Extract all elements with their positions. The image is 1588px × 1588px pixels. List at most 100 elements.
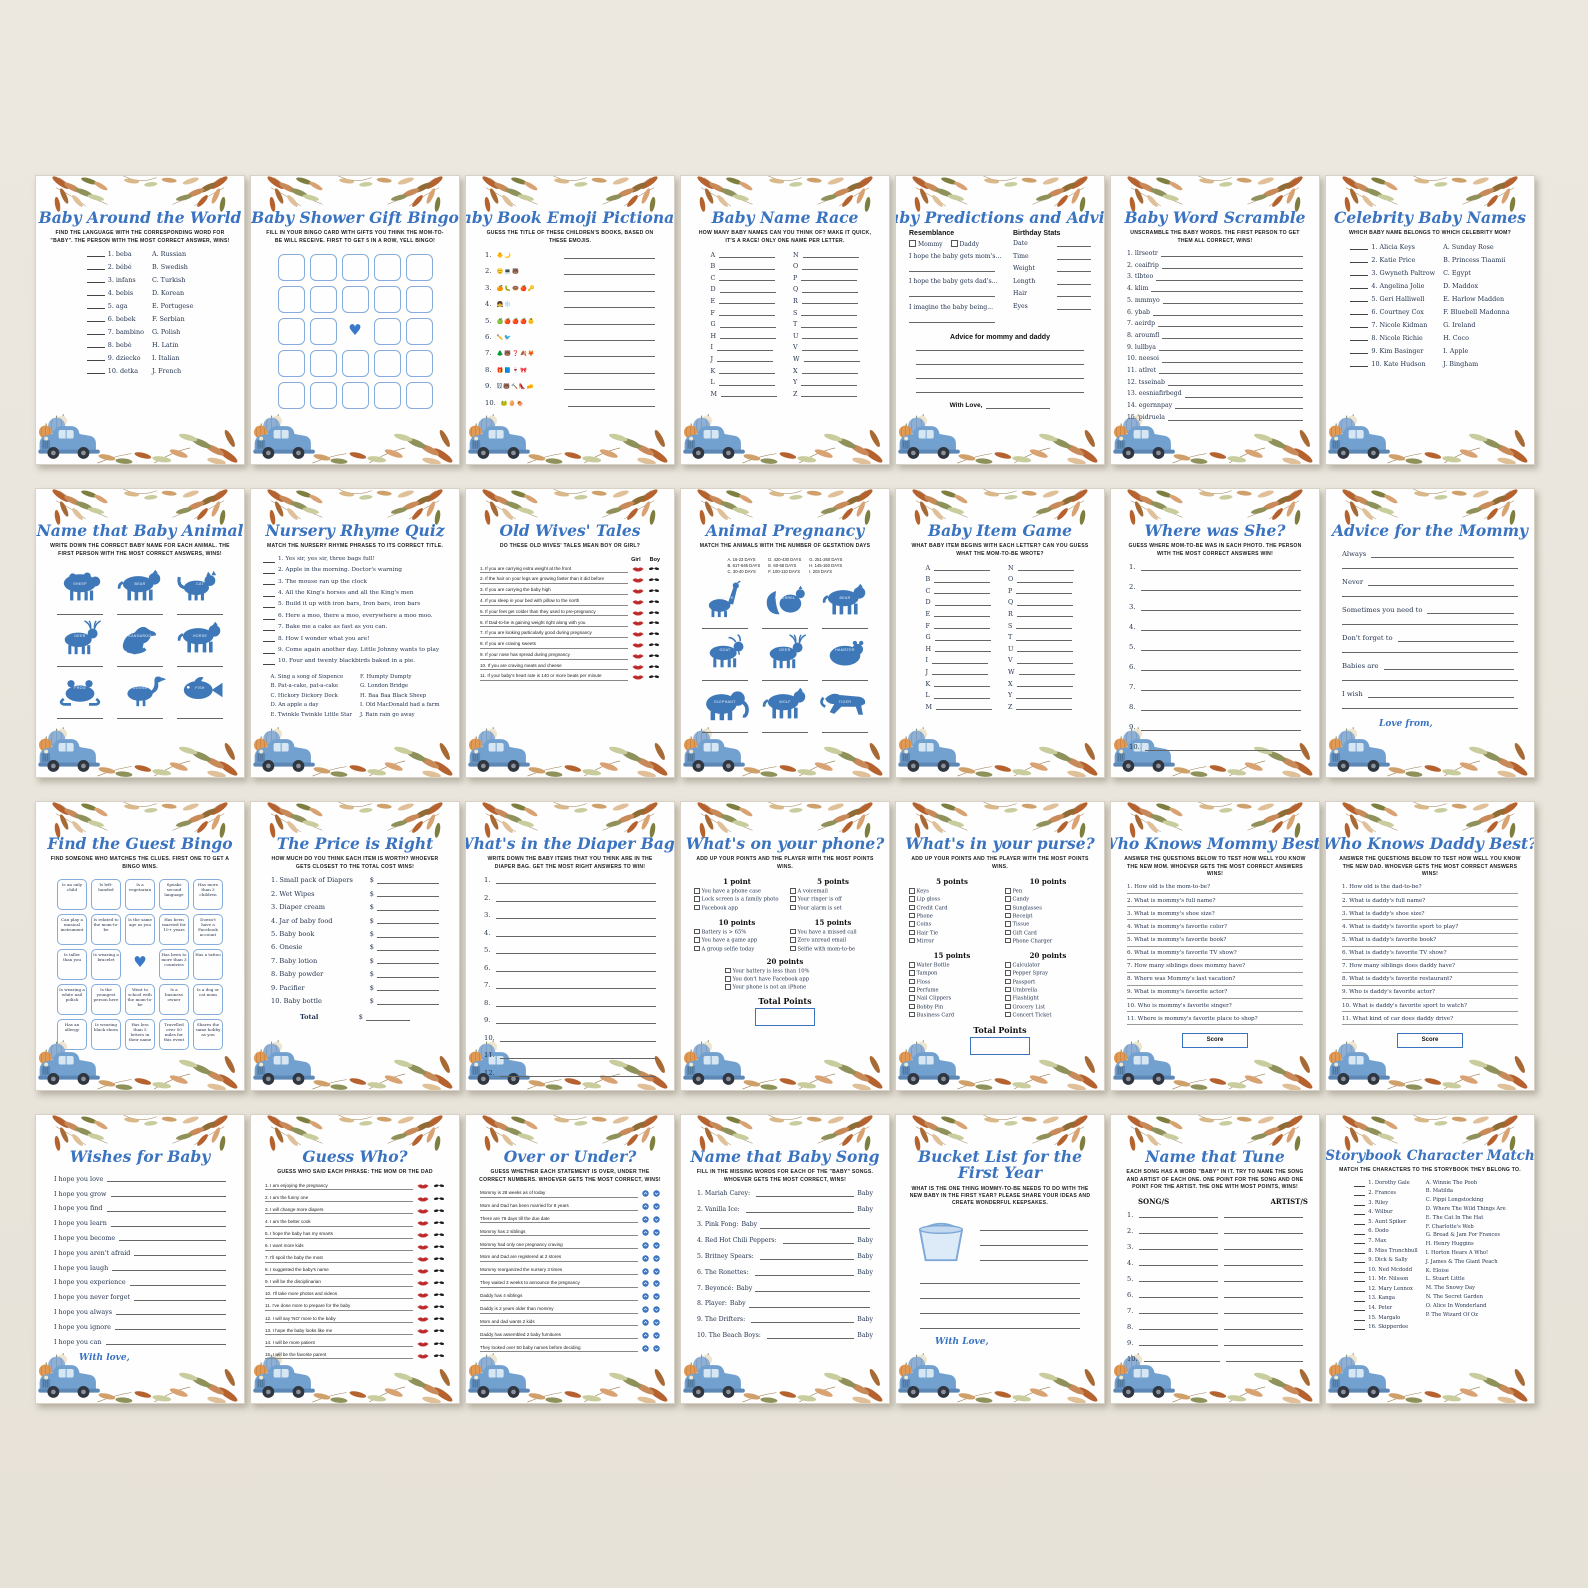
answer-line[interactable]: [822, 726, 868, 733]
checkbox-icon[interactable]: [909, 929, 915, 935]
checkbox-icon[interactable]: [909, 978, 915, 985]
answer-line[interactable]: [909, 265, 996, 273]
answer-blank[interactable]: [86, 329, 105, 336]
answer-line[interactable]: [718, 379, 775, 386]
answer-line[interactable]: [1140, 704, 1301, 712]
checkbox-icon[interactable]: [909, 995, 915, 1001]
answer-line[interactable]: [909, 290, 996, 298]
answer-line[interactable]: [801, 367, 858, 374]
checkbox-icon[interactable]: [790, 937, 796, 943]
answer-blank[interactable]: [1354, 1257, 1366, 1264]
lips-icon[interactable]: [417, 1196, 429, 1202]
answer-line[interactable]: [1140, 644, 1301, 652]
answer-line[interactable]: [129, 1279, 226, 1286]
answer-blank[interactable]: [1354, 1181, 1366, 1187]
answer-blank[interactable]: [86, 342, 105, 349]
answer-line[interactable]: [567, 400, 655, 407]
answer-blank[interactable]: [1350, 270, 1369, 277]
answer-line[interactable]: [117, 608, 163, 616]
mustache-icon[interactable]: [433, 1304, 445, 1310]
answer-line[interactable]: [935, 645, 992, 653]
mustache-icon[interactable]: [433, 1244, 445, 1250]
answer-blank[interactable]: [86, 277, 105, 284]
answer-line[interactable]: [106, 1205, 226, 1212]
mustache-icon[interactable]: [648, 674, 660, 680]
over-icon[interactable]: [642, 1203, 649, 1210]
lips-icon[interactable]: [632, 566, 644, 572]
checkbox-icon[interactable]: [1005, 978, 1011, 985]
answer-line[interactable]: [1016, 587, 1073, 595]
answer-line[interactable]: [1161, 264, 1303, 269]
checkbox-icon[interactable]: [694, 896, 700, 902]
bingo-cell[interactable]: [405, 318, 433, 346]
answer-blank[interactable]: [263, 591, 275, 597]
answer-line[interactable]: [1057, 290, 1091, 298]
lips-icon[interactable]: [632, 653, 644, 659]
lips-icon[interactable]: [417, 1341, 429, 1347]
checkbox-icon[interactable]: [909, 1011, 915, 1018]
checkbox-icon[interactable]: [1005, 888, 1011, 894]
answer-line[interactable]: [1342, 646, 1518, 654]
bingo-cell[interactable]: [405, 286, 433, 314]
bingo-cell[interactable]: Travelled over 50 miles for this event: [159, 1019, 189, 1051]
answer-line[interactable]: [495, 877, 656, 885]
mustache-icon[interactable]: [648, 664, 660, 670]
answer-line[interactable]: [766, 1332, 855, 1340]
lips-icon[interactable]: [417, 1208, 429, 1214]
bingo-cell[interactable]: Has been married for 10+ years: [159, 914, 189, 946]
answer-line[interactable]: [112, 1264, 226, 1272]
answer-blank[interactable]: [1354, 1190, 1366, 1197]
answer-line[interactable]: [1160, 252, 1303, 258]
answer-line[interactable]: [499, 1035, 656, 1042]
answer-blank[interactable]: [1354, 1276, 1366, 1283]
mustache-icon[interactable]: [648, 631, 660, 637]
over-icon[interactable]: [642, 1306, 649, 1313]
answer-line[interactable]: [495, 895, 656, 902]
answer-line[interactable]: [116, 1308, 226, 1316]
bingo-cell[interactable]: [373, 318, 401, 346]
bingo-cell[interactable]: Has been to more than 3 countries: [159, 949, 189, 981]
price-line[interactable]: [377, 904, 439, 911]
song-line[interactable]: [1139, 1339, 1219, 1347]
answer-line[interactable]: [801, 379, 858, 386]
answer-line[interactable]: [495, 912, 656, 920]
checkbox-icon[interactable]: [725, 976, 731, 982]
bingo-cell[interactable]: Went to school with the mom-to-be: [125, 984, 155, 1016]
answer-line[interactable]: [1397, 635, 1514, 643]
answer-line[interactable]: [495, 982, 656, 990]
bingo-cell[interactable]: Shares the same hobby as you: [193, 1019, 223, 1051]
artist-line[interactable]: [1224, 1323, 1304, 1331]
lips-icon[interactable]: [417, 1232, 429, 1238]
checkbox-icon[interactable]: [1005, 929, 1011, 935]
mustache-icon[interactable]: [648, 577, 660, 583]
answer-line[interactable]: [563, 285, 655, 292]
bingo-cell[interactable]: [277, 350, 305, 378]
answer-line[interactable]: [1016, 703, 1073, 711]
lips-icon[interactable]: [632, 620, 644, 626]
answer-line[interactable]: [1383, 663, 1514, 671]
answer-line[interactable]: [802, 286, 859, 293]
answer-line[interactable]: [563, 268, 655, 276]
price-line[interactable]: [377, 957, 439, 965]
lips-icon[interactable]: [632, 631, 644, 637]
answer-line[interactable]: [563, 334, 655, 341]
checkbox-icon[interactable]: [725, 984, 731, 990]
answer-line[interactable]: [1184, 393, 1303, 398]
mustache-icon[interactable]: [433, 1232, 445, 1238]
answer-blank[interactable]: [1350, 257, 1369, 264]
price-line[interactable]: [377, 998, 439, 1005]
mustache-icon[interactable]: [648, 588, 660, 594]
answer-blank[interactable]: [1354, 1238, 1366, 1245]
under-icon[interactable]: [653, 1255, 660, 1262]
answer-line[interactable]: [934, 576, 991, 583]
answer-line[interactable]: [933, 622, 990, 629]
answer-line[interactable]: [1167, 416, 1303, 422]
answer-blank[interactable]: [263, 579, 275, 586]
checkbox-icon[interactable]: [1005, 962, 1011, 968]
answer-line[interactable]: [1016, 692, 1073, 699]
answer-line[interactable]: [177, 712, 223, 720]
lips-icon[interactable]: [417, 1220, 429, 1226]
bingo-cell[interactable]: [341, 350, 369, 378]
bingo-cell[interactable]: [373, 286, 401, 314]
answer-line[interactable]: [933, 692, 990, 699]
